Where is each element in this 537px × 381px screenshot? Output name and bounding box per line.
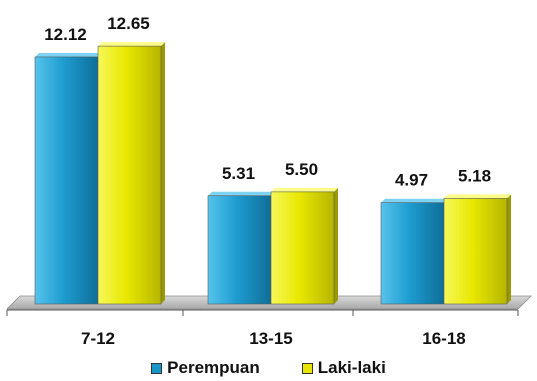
legend-swatch-laki-laki	[301, 362, 313, 374]
data-label-laki-laki-16-18: 5.18	[458, 166, 491, 185]
bar-top-perempuan-16-18	[381, 198, 448, 203]
data-label-perempuan-16-18: 4.97	[395, 171, 428, 190]
bar-top-perempuan-13-15	[208, 191, 275, 196]
bar-laki-laki-13-15	[270, 191, 335, 305]
bar-top-perempuan-7-12	[35, 52, 102, 57]
x-tick-label-13-15: 13-15	[249, 329, 292, 348]
legend: Perempuan Laki-laki	[0, 355, 537, 381]
bar-top-laki-laki-7-12	[98, 42, 165, 47]
bars-group	[34, 42, 511, 305]
legend-label-laki-laki: Laki-laki	[317, 358, 386, 377]
bar-top-laki-laki-13-15	[271, 187, 338, 192]
x-tick-labels-group: 7-12 13-15 16-18	[81, 329, 466, 348]
bar-side-laki-laki-13-15	[334, 187, 338, 304]
bar-laki-laki-7-12	[97, 45, 162, 305]
data-label-laki-laki-13-15: 5.50	[285, 160, 318, 179]
data-label-perempuan-13-15: 5.31	[222, 164, 255, 183]
bar-side-laki-laki-7-12	[161, 42, 165, 305]
bar-side-laki-laki-16-18	[507, 194, 511, 304]
x-tick-label-7-12: 7-12	[81, 329, 115, 348]
data-label-laki-laki-7-12: 12.65	[107, 14, 150, 33]
x-tick-label-16-18: 16-18	[422, 329, 465, 348]
bar-perempuan-16-18	[380, 202, 445, 305]
bar-perempuan-7-12	[34, 56, 99, 305]
legend-item-laki-laki: Laki-laki	[301, 358, 386, 378]
bar-top-laki-laki-16-18	[444, 194, 511, 199]
legend-label-perempuan: Perempuan	[167, 358, 260, 377]
legend-swatch-perempuan	[151, 362, 163, 374]
bar-perempuan-13-15	[207, 195, 272, 305]
legend-item-perempuan: Perempuan	[151, 358, 260, 378]
data-labels-group: 12.12 12.65 5.31 5.50 4.97 5.18	[44, 14, 491, 190]
data-label-perempuan-7-12: 12.12	[44, 25, 87, 44]
bar-laki-laki-16-18	[443, 198, 508, 305]
